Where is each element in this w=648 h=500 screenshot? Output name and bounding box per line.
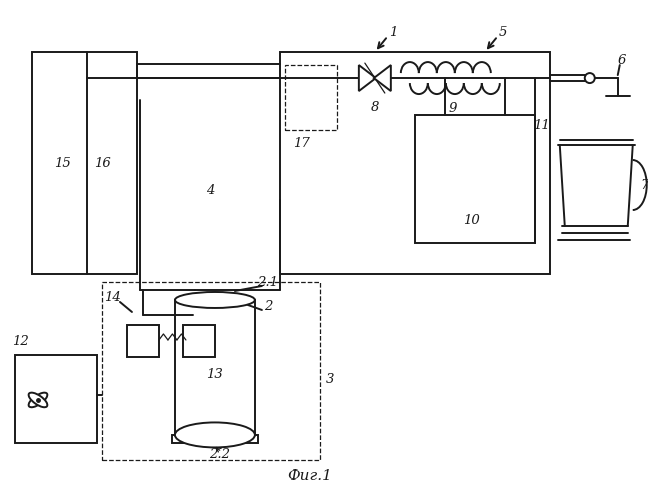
Bar <box>193 294 207 302</box>
Bar <box>195 300 233 312</box>
Text: 11: 11 <box>533 118 550 132</box>
Text: 7: 7 <box>641 178 648 192</box>
Bar <box>102 282 320 460</box>
Text: 12: 12 <box>12 336 29 348</box>
Bar <box>415 115 535 243</box>
Text: 10: 10 <box>463 214 480 226</box>
Text: Фиг.1: Фиг.1 <box>288 469 332 483</box>
Ellipse shape <box>29 392 47 407</box>
Bar <box>172 435 258 443</box>
Bar <box>15 355 97 443</box>
Text: 4: 4 <box>205 184 214 196</box>
Text: 17: 17 <box>294 136 310 149</box>
Bar <box>127 325 159 357</box>
Text: 14: 14 <box>104 292 121 304</box>
Bar <box>280 52 550 274</box>
Text: 8: 8 <box>371 100 379 114</box>
Ellipse shape <box>175 422 255 448</box>
Text: 2.2: 2.2 <box>209 448 231 462</box>
Bar <box>175 300 255 435</box>
Text: 6: 6 <box>618 54 626 66</box>
Text: 9: 9 <box>448 102 457 114</box>
Polygon shape <box>374 65 391 91</box>
Text: 2.1: 2.1 <box>257 276 279 289</box>
Bar <box>183 325 215 357</box>
Ellipse shape <box>175 292 255 308</box>
Polygon shape <box>359 65 376 91</box>
Text: 15: 15 <box>54 156 71 170</box>
Text: 1: 1 <box>389 26 397 38</box>
Bar <box>285 65 337 130</box>
Text: 13: 13 <box>207 368 224 382</box>
Ellipse shape <box>29 392 47 407</box>
Text: 16: 16 <box>93 156 110 170</box>
Circle shape <box>584 73 595 83</box>
Bar <box>32 52 137 274</box>
Text: 3: 3 <box>326 374 334 386</box>
Text: 5: 5 <box>498 26 507 38</box>
Text: 2: 2 <box>264 300 272 314</box>
Bar <box>215 294 229 302</box>
